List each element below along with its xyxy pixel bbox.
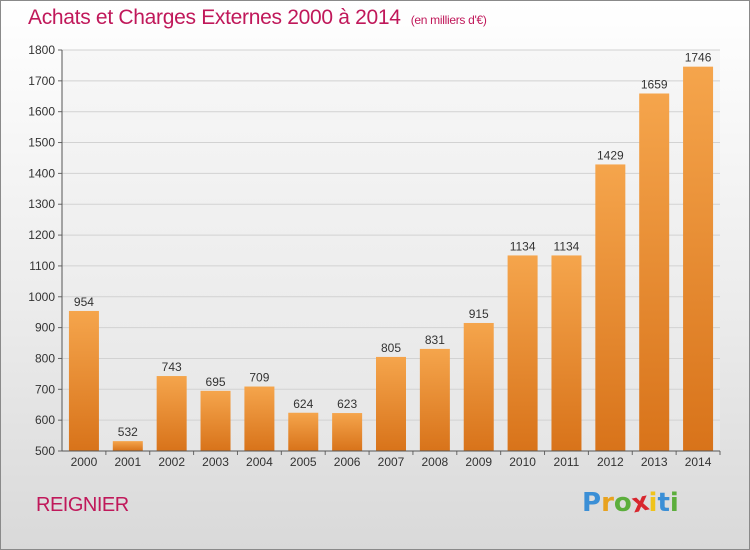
y-tick-label: 1400: [28, 166, 55, 180]
x-tick-label: 2010: [509, 455, 536, 469]
logo-letter: r: [601, 488, 614, 518]
y-tick-label: 1100: [29, 259, 55, 273]
bar: [551, 255, 582, 451]
logo-letter: t: [657, 488, 670, 518]
bar-value-label: 1134: [510, 239, 536, 253]
chart-title: Achats et Charges Externes 2000 à 2014 (e…: [28, 6, 487, 30]
y-tick-label: 1500: [28, 136, 55, 150]
bar: [376, 356, 406, 451]
x-tick-label: 2014: [685, 455, 712, 469]
x-tick-label: 2004: [246, 455, 273, 469]
bar: [112, 441, 143, 451]
x-tick-label: 2005: [290, 455, 317, 469]
x-tick-label: 2011: [554, 455, 580, 469]
bar: [332, 413, 363, 451]
bar: [463, 322, 494, 451]
y-tick-label: 700: [35, 382, 55, 396]
bar: [200, 390, 231, 451]
bar: [244, 386, 275, 451]
logo-letter: P: [582, 488, 602, 518]
bar-value-label: 954: [74, 295, 94, 309]
bar-value-label: 1659: [641, 77, 668, 91]
chart-subtitle: (en milliers d'€): [410, 13, 487, 27]
bar: [156, 376, 187, 451]
y-tick-label: 1200: [28, 228, 55, 242]
chart-title-main: Achats et Charges Externes 2000 à 2014: [28, 6, 401, 29]
bar-value-label: 831: [425, 333, 445, 347]
bar: [507, 255, 538, 451]
y-tick-label: 1000: [28, 290, 55, 304]
bar-value-label: 532: [118, 425, 138, 439]
bar: [683, 66, 714, 451]
proxiti-logo: Proxiti: [582, 487, 679, 520]
logo-letter: o: [613, 488, 632, 518]
x-tick-label: 2002: [158, 455, 185, 469]
x-tick-label: 2003: [202, 455, 229, 469]
bar: [419, 348, 450, 451]
y-tick-label: 600: [35, 413, 55, 427]
bar-value-label: 623: [337, 397, 357, 411]
bar: [68, 310, 99, 451]
bar-value-label: 1746: [685, 51, 712, 65]
bar: [639, 93, 670, 452]
logo-letter: i: [669, 488, 679, 518]
bar-value-label: 1429: [597, 148, 624, 162]
x-tick-label: 2006: [334, 455, 361, 469]
commune-name: REIGNIER: [36, 494, 129, 516]
y-tick-label: 900: [35, 321, 55, 335]
x-tick-label: 2001: [114, 455, 141, 469]
x-tick-label: 2007: [378, 455, 405, 469]
y-tick-label: 1700: [28, 74, 55, 88]
bar-value-label: 695: [206, 375, 226, 389]
y-tick-label: 1600: [28, 105, 55, 119]
bar-value-label: 915: [469, 307, 489, 321]
x-tick-label: 2000: [71, 455, 98, 469]
y-tick-label: 1800: [28, 43, 55, 57]
x-tick-label: 2008: [422, 455, 449, 469]
bar: [595, 164, 626, 452]
y-tick-label: 800: [35, 351, 55, 365]
logo-letter: i: [648, 488, 658, 518]
x-tick-label: 2012: [597, 455, 624, 469]
bar-value-label: 805: [381, 341, 401, 355]
bar-value-label: 743: [162, 360, 182, 374]
bar-value-label: 624: [293, 397, 313, 411]
x-tick-label: 2009: [465, 455, 492, 469]
bar: [288, 412, 319, 451]
x-tick-label: 2013: [641, 455, 668, 469]
bar-value-label: 1134: [554, 239, 580, 253]
y-tick-label: 500: [35, 444, 55, 458]
bar-value-label: 709: [249, 371, 269, 385]
y-tick-label: 1300: [28, 197, 55, 211]
